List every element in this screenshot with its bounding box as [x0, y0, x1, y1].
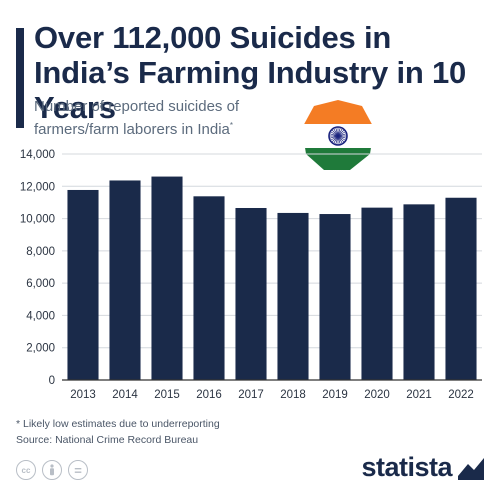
- footnote-source: Source: National Crime Record Bureau: [16, 434, 199, 446]
- bar-2022: [445, 197, 477, 380]
- bar-2014: [109, 180, 141, 380]
- x-tick-label: 2016: [196, 389, 222, 401]
- attribution-icon: [42, 460, 62, 480]
- bar-2020: [361, 207, 393, 380]
- footnote: * Likely low estimates due to underrepor…: [16, 416, 220, 448]
- x-tick-label: 2019: [322, 389, 348, 401]
- y-tick-label: 8,000: [26, 246, 55, 258]
- creative-commons-icon: cc: [16, 460, 36, 480]
- y-tick-label: 2,000: [26, 343, 55, 355]
- y-tick-label: 12,000: [20, 181, 55, 193]
- statista-logo-icon: [458, 457, 484, 480]
- y-tick-label: 4,000: [26, 310, 55, 322]
- bar-2017: [235, 207, 267, 380]
- x-tick-label: 2018: [280, 389, 306, 401]
- bar-2019: [319, 214, 351, 380]
- chart-title: Over 112,000 Suicides in India’s Farming…: [34, 20, 467, 125]
- x-tick-label: 2020: [364, 389, 390, 401]
- bar-2021: [403, 204, 435, 380]
- y-tick-label: 6,000: [26, 278, 55, 290]
- bar-2018: [277, 212, 309, 380]
- x-tick-label: 2017: [238, 389, 264, 401]
- bar-chart: 02,0004,0006,0008,00010,00012,00014,000 …: [20, 149, 482, 401]
- bar-2015: [151, 176, 183, 380]
- y-tick-label: 10,000: [20, 214, 55, 226]
- chart-subtitle: Number of reported suicides of farmers/f…: [34, 97, 314, 139]
- x-tick-label: 2013: [70, 389, 96, 401]
- x-tick-label: 2015: [154, 389, 180, 401]
- x-tick-label: 2021: [406, 389, 432, 401]
- subtitle-footnote-marker: *: [229, 121, 234, 130]
- y-tick-label: 14,000: [20, 149, 55, 161]
- title-accent-bar: [16, 28, 24, 128]
- statista-brand[interactable]: statista: [361, 452, 484, 483]
- brand-name: statista: [361, 452, 452, 482]
- y-tick-label: 0: [49, 375, 55, 387]
- bar-2016: [193, 196, 225, 380]
- india-flag-icon: [300, 98, 376, 174]
- license-icons: cc =: [16, 460, 88, 482]
- bar-2013: [67, 189, 99, 380]
- x-tick-label: 2014: [112, 389, 138, 401]
- footnote-note: * Likely low estimates due to underrepor…: [16, 418, 220, 430]
- no-derivatives-icon: =: [68, 460, 88, 480]
- x-tick-label: 2022: [448, 389, 474, 401]
- subtitle-text: Number of reported suicides of farmers/f…: [34, 98, 240, 138]
